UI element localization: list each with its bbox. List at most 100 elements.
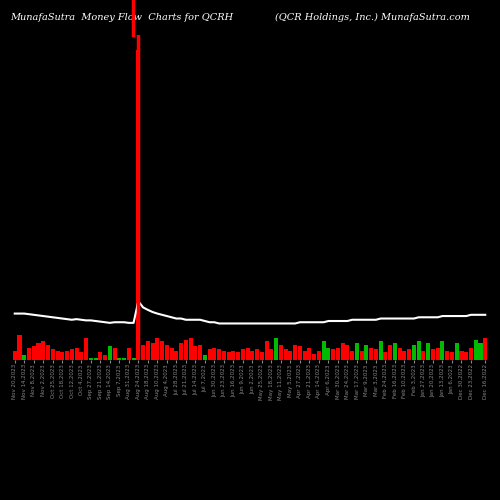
Bar <box>312 354 316 360</box>
Bar <box>326 348 330 360</box>
Bar <box>160 342 164 360</box>
Bar <box>378 342 382 360</box>
Bar <box>422 350 426 360</box>
Bar <box>469 348 473 360</box>
Bar <box>241 349 245 360</box>
Bar <box>440 342 444 360</box>
Bar <box>146 342 150 360</box>
Bar <box>293 344 297 360</box>
Bar <box>264 342 268 360</box>
Bar <box>174 350 178 360</box>
Bar <box>165 344 169 360</box>
Bar <box>112 348 116 360</box>
Bar <box>94 358 98 360</box>
Bar <box>336 348 340 360</box>
Bar <box>84 338 88 360</box>
Bar <box>208 349 212 360</box>
Bar <box>445 350 449 360</box>
Bar <box>374 349 378 360</box>
Bar <box>226 352 230 360</box>
Bar <box>127 348 131 360</box>
Bar <box>179 343 183 360</box>
Bar <box>483 338 488 360</box>
Text: MunafaSutra  Money Flow  Charts for QCRH: MunafaSutra Money Flow Charts for QCRH <box>10 12 233 22</box>
Bar <box>364 344 368 360</box>
Bar <box>232 350 235 360</box>
Bar <box>384 352 388 360</box>
Text: (QCR Holdings, Inc.) MunafaSutra.com: (QCR Holdings, Inc.) MunafaSutra.com <box>275 12 470 22</box>
Bar <box>464 352 468 360</box>
Bar <box>122 358 126 360</box>
Bar <box>402 350 406 360</box>
Bar <box>426 343 430 360</box>
Bar <box>322 342 326 360</box>
Bar <box>18 335 21 360</box>
Bar <box>308 348 312 360</box>
Bar <box>170 348 173 360</box>
Bar <box>70 349 74 360</box>
Bar <box>250 350 254 360</box>
Bar <box>255 349 259 360</box>
Bar <box>56 350 60 360</box>
Bar <box>478 343 482 360</box>
Bar <box>260 352 264 360</box>
Bar <box>198 344 202 360</box>
Bar <box>108 346 112 360</box>
Bar <box>407 349 411 360</box>
Bar <box>288 350 292 360</box>
Bar <box>118 358 122 360</box>
Bar <box>12 350 17 360</box>
Bar <box>150 343 154 360</box>
Bar <box>98 352 102 360</box>
Bar <box>393 343 397 360</box>
Bar <box>212 348 216 360</box>
Bar <box>188 338 192 360</box>
Bar <box>460 350 464 360</box>
Bar <box>331 349 335 360</box>
Bar <box>369 348 373 360</box>
Bar <box>156 338 160 360</box>
Bar <box>51 349 55 360</box>
Bar <box>65 350 69 360</box>
Bar <box>136 50 140 360</box>
Bar <box>298 346 302 360</box>
Bar <box>22 356 26 360</box>
Bar <box>41 342 46 360</box>
Bar <box>32 346 36 360</box>
Bar <box>450 352 454 360</box>
Bar <box>412 344 416 360</box>
Bar <box>217 349 221 360</box>
Bar <box>103 356 107 360</box>
Bar <box>36 343 40 360</box>
Bar <box>416 342 420 360</box>
Bar <box>279 344 283 360</box>
Bar <box>141 344 145 360</box>
Bar <box>340 343 344 360</box>
Bar <box>355 343 359 360</box>
Bar <box>360 350 364 360</box>
Bar <box>436 348 440 360</box>
Bar <box>274 338 278 360</box>
Bar <box>27 348 31 360</box>
Bar <box>302 350 306 360</box>
Bar <box>431 349 435 360</box>
Bar <box>46 344 50 360</box>
Bar <box>74 348 78 360</box>
Bar <box>346 344 350 360</box>
Bar <box>270 349 274 360</box>
Bar <box>236 352 240 360</box>
Bar <box>388 344 392 360</box>
Bar <box>284 349 288 360</box>
Bar <box>454 343 459 360</box>
Bar <box>474 340 478 360</box>
Bar <box>350 350 354 360</box>
Bar <box>246 348 250 360</box>
Bar <box>60 352 64 360</box>
Bar <box>317 350 321 360</box>
Bar <box>398 348 402 360</box>
Bar <box>132 358 136 360</box>
Bar <box>203 356 207 360</box>
Bar <box>184 340 188 360</box>
Bar <box>194 346 198 360</box>
Bar <box>222 350 226 360</box>
